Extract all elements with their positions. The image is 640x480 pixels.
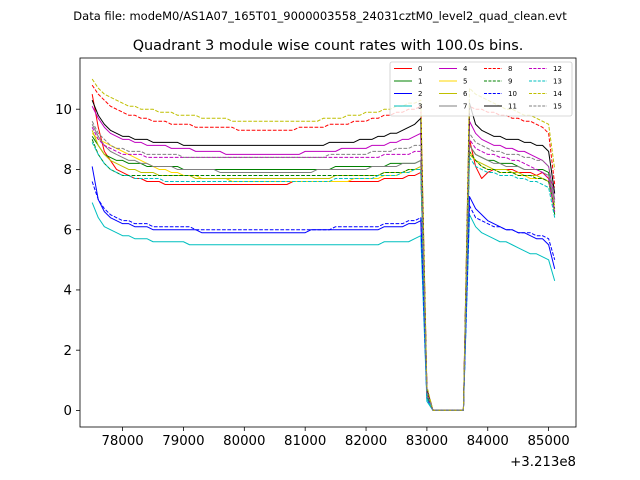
- legend-label-4: 4: [463, 65, 468, 73]
- y-tick-label: 6: [64, 223, 72, 238]
- x-axis-offset-label: +3.213e8: [510, 455, 576, 470]
- x-axis: 78000 79000 80000 81000 82000 83000 84000 85000: [101, 427, 570, 449]
- legend-label-8: 8: [508, 65, 512, 73]
- series-line-14: [91, 78, 556, 411]
- legend-label-3: 3: [418, 103, 422, 111]
- y-tick-label: 8: [64, 163, 72, 178]
- x-tick-label: 80000: [223, 434, 265, 449]
- series-line-5: [91, 132, 556, 411]
- x-tick-label: 85000: [527, 434, 569, 449]
- legend-label-6: 6: [463, 90, 468, 98]
- figure-suptitle: Data file: modeM0/AS1A07_165T01_90000035…: [73, 9, 567, 23]
- x-tick-label: 81000: [284, 434, 326, 449]
- legend-frame: [389, 61, 573, 117]
- series-line-10: [91, 181, 556, 411]
- y-tick-label: 4: [64, 284, 72, 299]
- legend-label-5: 5: [463, 78, 467, 86]
- y-tick-label: 10: [55, 103, 72, 118]
- legend-label-7: 7: [463, 103, 467, 111]
- legend-label-0: 0: [418, 65, 422, 73]
- x-tick-label: 79000: [162, 434, 204, 449]
- x-tick-label: 82000: [345, 434, 387, 449]
- series-line-13: [91, 142, 556, 411]
- series-line-7: [91, 124, 556, 411]
- legend-label-15: 15: [553, 103, 562, 111]
- x-tick-label: 84000: [467, 434, 509, 449]
- series-line-4: [91, 105, 556, 411]
- y-tick-label: 0: [64, 404, 72, 419]
- x-tick-label: 83000: [406, 434, 448, 449]
- legend-label-2: 2: [418, 90, 422, 98]
- legend-label-13: 13: [553, 78, 562, 86]
- series-layer: [91, 78, 556, 411]
- legend-label-9: 9: [508, 78, 512, 86]
- legend-label-11: 11: [508, 103, 517, 111]
- series-line-9: [91, 139, 556, 411]
- legend-label-12: 12: [553, 65, 562, 73]
- x-tick-label: 78000: [101, 434, 143, 449]
- legend-label-10: 10: [508, 90, 517, 98]
- legend-label-14: 14: [553, 90, 562, 98]
- chart-title: Quadrant 3 module wise count rates with …: [133, 38, 524, 54]
- series-line-15: [91, 121, 556, 411]
- legend-label-1: 1: [418, 78, 422, 86]
- y-axis: 0 2 4 6 8 10: [55, 103, 80, 419]
- series-line-3: [91, 202, 556, 411]
- y-tick-label: 2: [64, 344, 72, 359]
- series-line-11: [91, 99, 556, 411]
- plot-frame: [79, 57, 577, 428]
